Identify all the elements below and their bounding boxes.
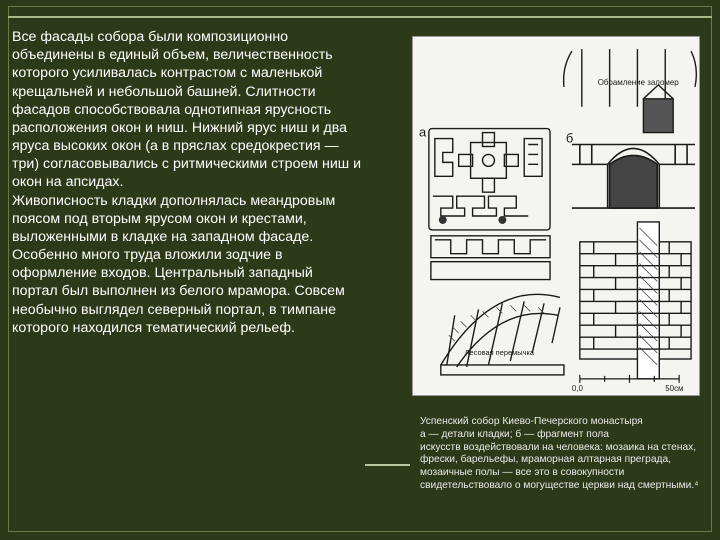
scale-start: 0,0	[572, 384, 584, 393]
mid-rule	[365, 464, 410, 466]
fig-label-b: б	[566, 131, 573, 146]
caption-line-2: а — детали кладки; б — фрагмент пола	[420, 429, 702, 442]
fig-label-top: Обрамление заломеp	[598, 78, 680, 87]
caption-line-1: Успенский собор Киево-Печерского монасты…	[420, 416, 702, 429]
caption-line-3: искусств воздействовали на человека: моз…	[420, 442, 702, 493]
figure-svg: Обрамление заломеp а б	[413, 37, 699, 395]
top-rule	[8, 16, 712, 18]
fig-label-bottom: Лесовая перемычка	[465, 348, 535, 357]
fig-label-a: а	[419, 125, 427, 140]
paragraph-1: Все фасады собора были композиционно объ…	[12, 28, 362, 192]
main-text-block: Все фасады собора были композиционно объ…	[12, 28, 362, 337]
scale-end: 50см	[665, 384, 683, 393]
paragraph-2: Живописность кладки дополнялась меандров…	[12, 192, 362, 337]
figure-caption: Успенский собор Киево-Печерского монасты…	[420, 416, 702, 493]
masonry-figure: Обрамление заломеp а б	[412, 36, 700, 396]
